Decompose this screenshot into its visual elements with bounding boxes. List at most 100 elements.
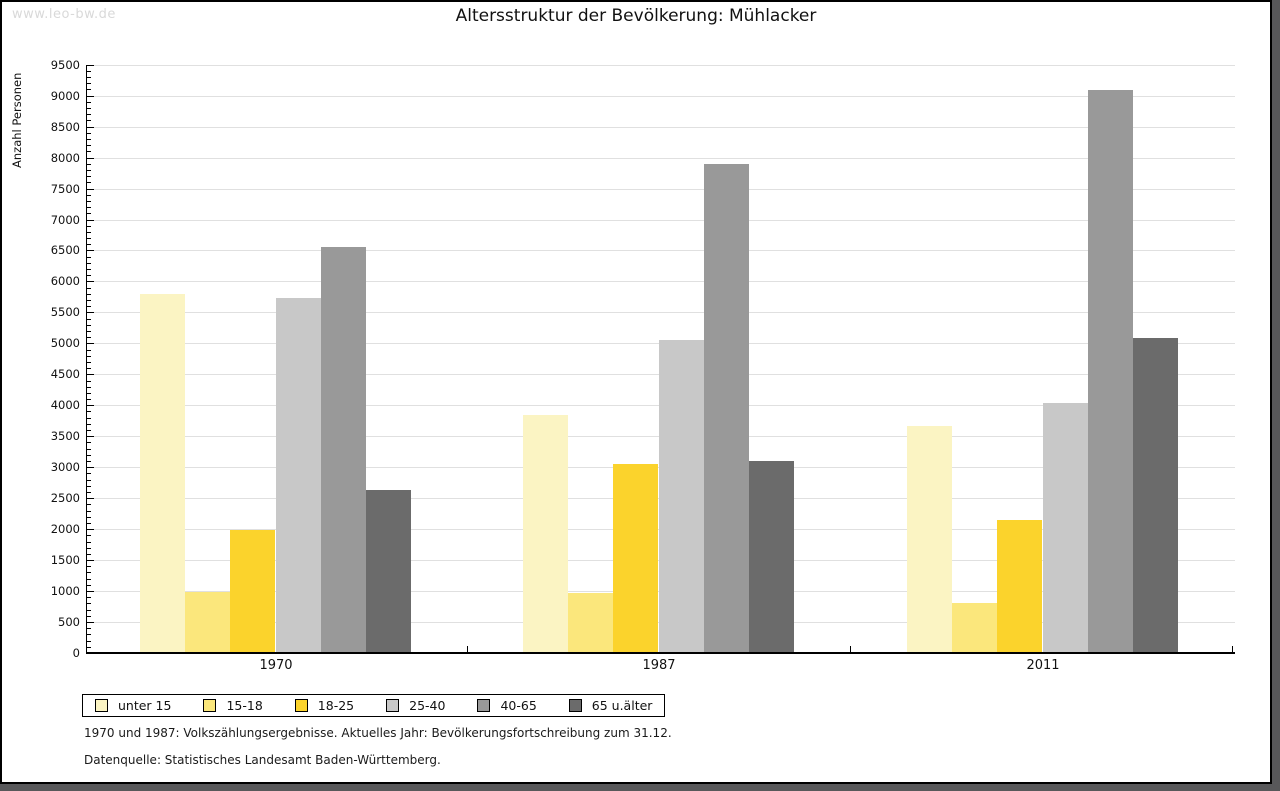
y-tick-label: 4000	[50, 398, 80, 412]
y-minor-tick	[87, 77, 91, 78]
y-minor-tick	[87, 226, 91, 227]
bar-1987-25-40	[659, 340, 704, 653]
y-minor-tick	[87, 368, 91, 369]
y-minor-tick	[87, 257, 91, 258]
y-minor-tick	[87, 294, 91, 295]
y-minor-tick	[87, 387, 91, 388]
y-minor-tick	[87, 238, 91, 239]
y-minor-tick	[87, 616, 91, 617]
y-minor-tick	[87, 442, 91, 443]
y-minor-tick	[87, 597, 91, 598]
legend-label: 25-40	[409, 698, 446, 713]
y-major-tick	[87, 374, 94, 375]
y-minor-tick	[87, 288, 91, 289]
gridline-7000	[87, 220, 1235, 221]
legend-item-18-25: 18-25	[294, 698, 354, 713]
y-tick-label: 2000	[50, 522, 80, 536]
y-major-tick	[87, 127, 94, 128]
y-minor-tick	[87, 164, 91, 165]
y-major-tick	[87, 436, 94, 437]
y-minor-tick	[87, 213, 91, 214]
x-boundary-tick	[467, 646, 468, 652]
x-tick-label-2011: 2011	[1026, 658, 1060, 673]
y-tick-label: 1000	[50, 584, 80, 598]
y-tick-label: 3000	[50, 460, 80, 474]
y-tick-label: 6500	[50, 243, 80, 257]
y-tick-label: 6000	[50, 274, 80, 288]
y-minor-tick	[87, 263, 91, 264]
y-minor-tick	[87, 511, 91, 512]
y-tick-label: 1500	[50, 553, 80, 567]
y-minor-tick	[87, 325, 91, 326]
y-minor-tick	[87, 195, 91, 196]
footer-note: 1970 und 1987: Volkszählungsergebnisse. …	[84, 726, 672, 740]
y-tick-label: 0	[72, 646, 80, 660]
y-tick-label: 9500	[50, 58, 80, 72]
y-tick-label: 3500	[50, 429, 80, 443]
bar-2011-40-65	[1088, 90, 1133, 653]
y-minor-tick	[87, 634, 91, 635]
y-major-tick	[87, 281, 94, 282]
y-tick-label: 5000	[50, 336, 80, 350]
y-major-tick	[87, 529, 94, 530]
bar-1987-65-u.älter	[749, 461, 794, 653]
bar-1987-15-18	[568, 593, 613, 653]
y-minor-tick	[87, 455, 91, 456]
legend: unter 15 15-18 18-25 25-40 40-65 65 u.älter	[82, 694, 666, 717]
y-major-tick	[87, 622, 94, 623]
y-minor-tick	[87, 356, 91, 357]
legend-item-40-65: 40-65	[477, 698, 537, 713]
gridline-6000	[87, 281, 1235, 282]
gridline-6500	[87, 250, 1235, 251]
y-tick-label: 7500	[50, 182, 80, 196]
y-minor-tick	[87, 306, 91, 307]
y-minor-tick	[87, 102, 91, 103]
y-minor-tick	[87, 542, 91, 543]
y-major-tick	[87, 498, 94, 499]
y-major-tick	[87, 591, 94, 592]
x-boundary-tick	[1232, 646, 1233, 652]
y-minor-tick	[87, 492, 91, 493]
y-minor-tick	[87, 145, 91, 146]
y-major-tick	[87, 343, 94, 344]
y-minor-tick	[87, 430, 91, 431]
y-minor-tick	[87, 566, 91, 567]
y-tick-label: 7000	[50, 213, 80, 227]
bar-1970-unter-15	[140, 294, 185, 653]
y-minor-tick	[87, 207, 91, 208]
y-minor-tick	[87, 151, 91, 152]
y-minor-tick	[87, 548, 91, 549]
y-minor-tick	[87, 585, 91, 586]
y-major-tick	[87, 250, 94, 251]
y-minor-tick	[87, 232, 91, 233]
y-tick-label: 8000	[50, 151, 80, 165]
y-minor-tick	[87, 139, 91, 140]
y-major-tick	[87, 158, 94, 159]
y-minor-tick	[87, 362, 91, 363]
x-tick-label-1970: 1970	[259, 658, 293, 673]
y-major-tick	[87, 560, 94, 561]
y-axis-label: Anzahl Personen	[10, 72, 24, 168]
y-minor-tick	[87, 579, 91, 580]
y-minor-tick	[87, 418, 91, 419]
footer-source: Datenquelle: Statistisches Landesamt Bad…	[84, 753, 441, 767]
legend-swatch-icon	[477, 699, 491, 712]
x-boundary-tick	[850, 646, 851, 652]
bar-2011-65-u.älter	[1133, 338, 1178, 653]
y-tick-label: 4500	[50, 367, 80, 381]
chart-title: Altersstruktur der Bevölkerung: Mühlacke…	[455, 6, 817, 26]
y-tick-label: 8500	[50, 120, 80, 134]
y-major-tick	[87, 405, 94, 406]
y-minor-tick	[87, 381, 91, 382]
y-minor-tick	[87, 331, 91, 332]
watermark: www.leo-bw.de	[12, 7, 116, 22]
y-minor-tick	[87, 399, 91, 400]
y-minor-tick	[87, 269, 91, 270]
y-minor-tick	[87, 572, 91, 573]
y-minor-tick	[87, 449, 91, 450]
y-major-tick	[87, 312, 94, 313]
legend-swatch-icon	[203, 699, 217, 712]
y-minor-tick	[87, 89, 91, 90]
y-minor-tick	[87, 517, 91, 518]
legend-swatch-icon	[386, 699, 400, 712]
